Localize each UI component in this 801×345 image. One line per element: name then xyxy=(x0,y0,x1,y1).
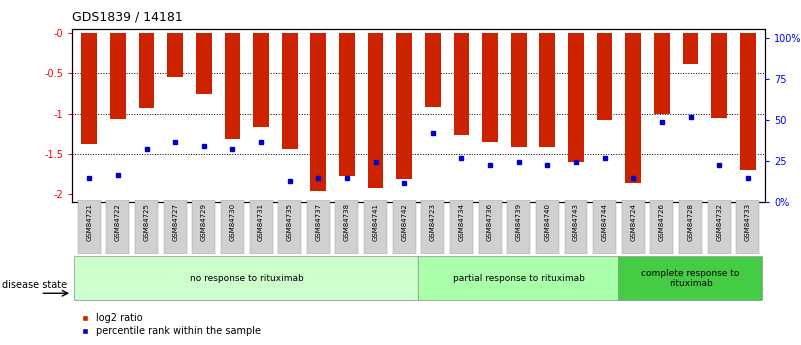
Text: GSM84722: GSM84722 xyxy=(115,203,121,241)
FancyBboxPatch shape xyxy=(192,200,215,254)
Text: GSM84740: GSM84740 xyxy=(545,203,550,241)
Text: GSM84735: GSM84735 xyxy=(287,203,292,241)
Bar xyxy=(425,33,441,107)
Bar xyxy=(282,33,297,149)
Bar xyxy=(511,33,526,147)
Text: GSM84724: GSM84724 xyxy=(630,203,636,241)
Bar xyxy=(626,33,641,183)
Bar xyxy=(682,33,698,64)
Text: GSM84742: GSM84742 xyxy=(401,203,407,241)
Bar xyxy=(540,33,555,147)
FancyBboxPatch shape xyxy=(479,200,501,254)
Text: partial response to rituximab: partial response to rituximab xyxy=(453,274,585,283)
Bar xyxy=(597,33,613,120)
FancyBboxPatch shape xyxy=(250,200,272,254)
Text: GSM84732: GSM84732 xyxy=(716,203,723,241)
FancyBboxPatch shape xyxy=(450,200,473,254)
Bar xyxy=(311,33,326,191)
Bar xyxy=(568,33,584,162)
FancyBboxPatch shape xyxy=(392,200,416,254)
Bar xyxy=(368,33,384,188)
Text: no response to rituximab: no response to rituximab xyxy=(190,274,304,283)
Text: disease state: disease state xyxy=(2,280,66,289)
Text: GSM84738: GSM84738 xyxy=(344,203,350,241)
Legend: log2 ratio, percentile rank within the sample: log2 ratio, percentile rank within the s… xyxy=(77,309,265,340)
FancyBboxPatch shape xyxy=(336,200,358,254)
FancyBboxPatch shape xyxy=(507,200,530,254)
Text: GSM84734: GSM84734 xyxy=(458,203,465,241)
Text: GSM84737: GSM84737 xyxy=(316,203,321,241)
Bar xyxy=(139,33,155,108)
FancyBboxPatch shape xyxy=(536,200,559,254)
FancyBboxPatch shape xyxy=(565,200,587,254)
Text: GSM84729: GSM84729 xyxy=(201,203,207,241)
FancyBboxPatch shape xyxy=(622,200,645,254)
FancyBboxPatch shape xyxy=(418,257,619,300)
FancyBboxPatch shape xyxy=(278,200,301,254)
Bar xyxy=(82,33,97,144)
Text: GSM84741: GSM84741 xyxy=(372,203,379,241)
Text: GSM84721: GSM84721 xyxy=(87,203,92,241)
Bar xyxy=(654,33,670,114)
Text: GSM84733: GSM84733 xyxy=(745,203,751,241)
Text: GSM84728: GSM84728 xyxy=(687,203,694,241)
Text: GSM84725: GSM84725 xyxy=(143,203,150,241)
FancyBboxPatch shape xyxy=(78,200,101,254)
FancyBboxPatch shape xyxy=(421,200,445,254)
Text: GSM84726: GSM84726 xyxy=(659,203,665,241)
FancyBboxPatch shape xyxy=(307,200,330,254)
Text: GSM84739: GSM84739 xyxy=(516,203,521,241)
Bar xyxy=(196,33,211,93)
Text: GSM84731: GSM84731 xyxy=(258,203,264,241)
FancyBboxPatch shape xyxy=(163,200,187,254)
Bar xyxy=(167,33,183,77)
Bar xyxy=(253,33,269,127)
FancyBboxPatch shape xyxy=(736,200,759,254)
Bar xyxy=(740,33,755,170)
Text: GSM84744: GSM84744 xyxy=(602,203,608,241)
Bar xyxy=(110,33,126,119)
FancyBboxPatch shape xyxy=(708,200,731,254)
FancyBboxPatch shape xyxy=(364,200,387,254)
FancyBboxPatch shape xyxy=(594,200,616,254)
Text: GSM84730: GSM84730 xyxy=(229,203,235,241)
Text: complete response to
rituximab: complete response to rituximab xyxy=(642,269,739,288)
Text: GSM84736: GSM84736 xyxy=(487,203,493,241)
FancyBboxPatch shape xyxy=(74,257,419,300)
Bar xyxy=(339,33,355,176)
FancyBboxPatch shape xyxy=(650,200,674,254)
FancyBboxPatch shape xyxy=(618,257,763,300)
Bar xyxy=(224,33,240,139)
FancyBboxPatch shape xyxy=(221,200,244,254)
FancyBboxPatch shape xyxy=(107,200,129,254)
Bar xyxy=(482,33,498,142)
Bar xyxy=(396,33,412,179)
Text: GSM84727: GSM84727 xyxy=(172,203,178,241)
FancyBboxPatch shape xyxy=(679,200,702,254)
Text: GSM84723: GSM84723 xyxy=(430,203,436,241)
Text: GSM84743: GSM84743 xyxy=(573,203,579,241)
Bar xyxy=(711,33,727,118)
FancyBboxPatch shape xyxy=(135,200,158,254)
Text: GDS1839 / 14181: GDS1839 / 14181 xyxy=(72,10,183,23)
Bar xyxy=(453,33,469,135)
